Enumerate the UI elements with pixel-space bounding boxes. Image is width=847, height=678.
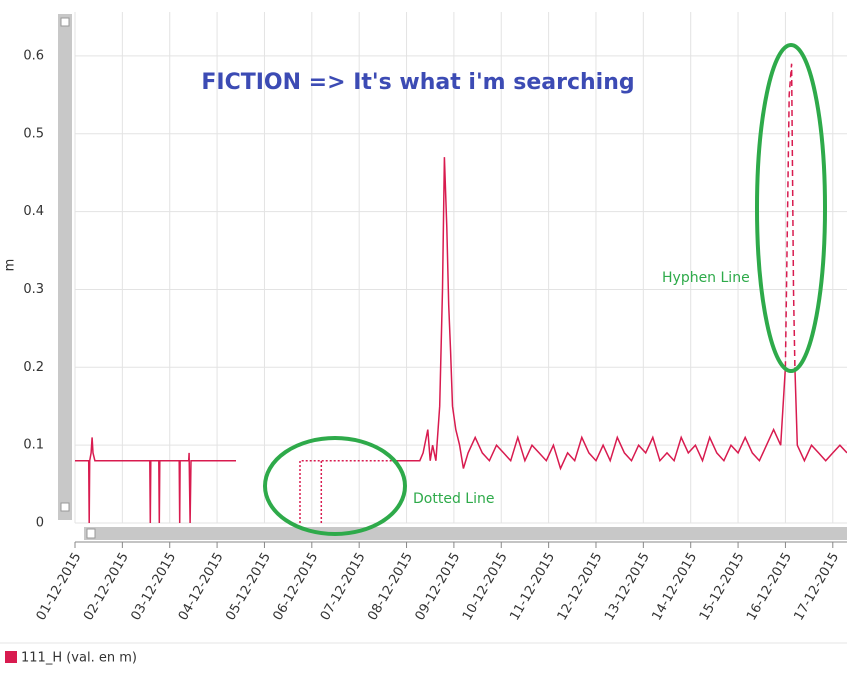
y-tick-label: 0.5 [23, 126, 44, 141]
annotation: Hyphen Line [662, 270, 750, 286]
highlight-ellipse [263, 436, 407, 536]
annotation: Dotted Line [413, 491, 494, 507]
x-tick-label: 04-12-2015 [176, 550, 227, 623]
x-tick-label: 08-12-2015 [365, 550, 416, 623]
v-scrollbar[interactable] [58, 14, 72, 520]
x-tick-label: 03-12-2015 [128, 550, 179, 623]
x-tick-label: 11-12-2015 [507, 550, 558, 623]
y-tick-label: 0.1 [23, 438, 44, 453]
x-tick-label: 06-12-2015 [271, 550, 322, 623]
x-tick-label: 14-12-2015 [649, 550, 700, 623]
x-tick-label: 09-12-2015 [413, 550, 464, 623]
h-scrollbar[interactable] [84, 527, 847, 540]
x-tick-label: 02-12-2015 [81, 550, 132, 623]
legend-label[interactable]: 111_H (val. en m) [21, 651, 137, 666]
x-tick-label: 12-12-2015 [555, 550, 606, 623]
v-scroll-handle[interactable] [60, 17, 70, 27]
series-line [784, 63, 796, 368]
x-tick-label: 15-12-2015 [697, 550, 748, 623]
series-line [75, 157, 847, 524]
highlight-ellipse [755, 43, 827, 373]
annotation-title: FICTION => It's what i'm searching [201, 70, 634, 95]
legend-swatch [5, 651, 17, 663]
y-axis-label: m [3, 259, 18, 272]
x-tick-label: 17-12-2015 [792, 550, 843, 623]
y-tick-label: 0.2 [23, 360, 44, 375]
y-tick-label: 0 [36, 516, 44, 531]
y-tick-label: 0.3 [23, 282, 44, 297]
x-tick-label: 13-12-2015 [602, 550, 653, 623]
y-tick-label: 0.6 [23, 48, 44, 63]
h-scroll-handle[interactable] [86, 528, 96, 539]
x-tick-label: 16-12-2015 [744, 550, 795, 623]
y-tick-label: 0.4 [23, 204, 44, 219]
x-tick-label: 01-12-2015 [34, 550, 85, 623]
series-line [299, 459, 395, 523]
x-tick-label: 05-12-2015 [223, 550, 274, 623]
v-scroll-handle[interactable] [60, 502, 70, 512]
x-tick-label: 07-12-2015 [318, 550, 369, 623]
x-tick-label: 10-12-2015 [460, 550, 511, 623]
